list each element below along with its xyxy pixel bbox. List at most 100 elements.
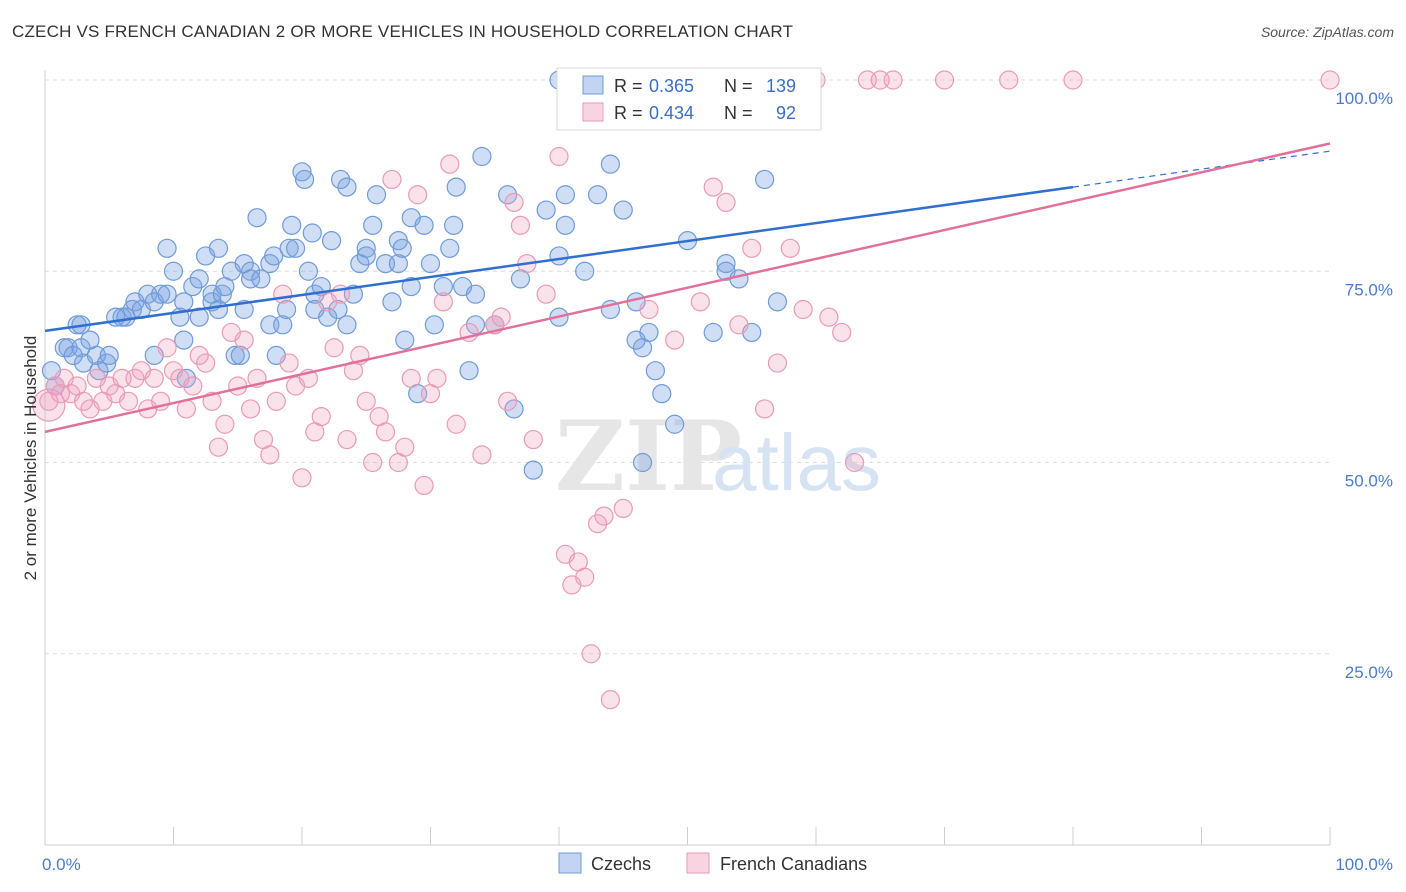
legend-r-label: R = [614, 76, 643, 96]
french-canadian-point [260, 445, 280, 465]
czech-point [729, 269, 749, 289]
czech-point [665, 414, 685, 434]
french-canadian-point [999, 70, 1019, 90]
czech-point [356, 238, 376, 258]
french-canadian-point [183, 376, 203, 396]
czech-point [424, 315, 444, 335]
source-label: Source: ZipAtlas.com [1260, 24, 1394, 40]
french-canadian-point [73, 391, 94, 411]
french-canadian-point [754, 399, 775, 419]
czech-point [459, 361, 479, 381]
french-canadian-point [395, 437, 415, 457]
czech-point [555, 185, 576, 205]
french-canadian-point [498, 391, 518, 411]
legend-r-value: 0.365 [649, 76, 694, 96]
czech-point [298, 261, 319, 281]
french-canadian-point [523, 429, 543, 450]
french-canadian-point [690, 292, 710, 312]
french-canadian-point [581, 644, 601, 664]
bottom-legend-swatch-czechs [558, 852, 582, 874]
trend-lines [44, 142, 1331, 434]
french-canadian-point [427, 368, 447, 388]
french-canadian-point [510, 215, 531, 235]
french-canadian-point [292, 468, 312, 488]
czech-point [279, 238, 299, 258]
french-canadian-point [401, 368, 421, 388]
french-canadian-point [1063, 70, 1083, 90]
czech-point [754, 169, 775, 190]
czech-point [241, 269, 261, 289]
czech-point [63, 345, 83, 365]
french-canadian-point [118, 391, 139, 411]
french-canadian-point [793, 299, 813, 320]
french-canadian-point [594, 506, 614, 526]
czech-point [645, 361, 665, 381]
french-canadian-point [202, 391, 222, 411]
legend-box [556, 67, 822, 131]
french-canadian-point [491, 307, 511, 327]
czech-point [555, 215, 576, 235]
czech-point [498, 185, 518, 205]
french-canadian-point [883, 70, 903, 90]
czech-point [536, 200, 556, 220]
french-canadian-point [716, 192, 736, 212]
czech-point [330, 169, 351, 190]
x-tick-label: 100.0% [1335, 855, 1393, 874]
french-canadian-point [536, 284, 556, 304]
czech-trend-line [44, 185, 1074, 333]
czech-point [189, 269, 209, 289]
czech-point [465, 284, 486, 304]
french-canadian-point [613, 498, 633, 518]
french-canadian-point [408, 185, 428, 205]
french-canadian-point [311, 407, 331, 427]
french-canadian-point [780, 238, 800, 258]
french-canadian-point [472, 445, 492, 465]
french-canadian-point [375, 422, 396, 442]
czech-point [230, 345, 250, 365]
french-canadian-point [446, 414, 466, 434]
czech-point [356, 246, 376, 266]
french-canadian-point [934, 70, 955, 90]
french-canadian-point [356, 391, 376, 411]
czech-point [276, 299, 297, 320]
czech-point [444, 215, 464, 235]
czech-point [504, 399, 524, 419]
czech-point [767, 292, 788, 312]
legend-n-label: N = [724, 76, 753, 96]
czech-point [613, 200, 633, 220]
czech-point [600, 154, 621, 174]
french-canadian-point [703, 177, 723, 197]
french-canadian-point [215, 414, 235, 434]
x-tick-label: 0.0% [42, 855, 81, 874]
czech-point [363, 215, 383, 235]
czech-point [337, 315, 357, 335]
french-canadian-point [665, 330, 685, 350]
axes [44, 70, 1331, 846]
french-canadian-point [266, 391, 286, 411]
gridlines [45, 79, 1330, 655]
y-tick-label: 50.0% [1345, 472, 1393, 491]
czech-point [401, 276, 421, 297]
tick-labels: 25.0% 50.0% 75.0% 100.0% 0.0% 100.0% 2 or more… [21, 89, 1393, 874]
french-canadian-point [600, 690, 621, 710]
czech-point [382, 292, 402, 312]
czech-point [420, 254, 441, 274]
bottom-legend: Czechs French Canadians [558, 852, 867, 874]
czech-point [392, 238, 412, 258]
czech-point [440, 238, 460, 258]
czech-point [639, 322, 659, 343]
czech-point [247, 208, 267, 228]
french-canadian-point [144, 368, 164, 388]
y-tick-label: 75.0% [1345, 280, 1393, 299]
french-canadian-point [234, 330, 254, 350]
czech-trend-extension [1072, 150, 1331, 188]
czech-point [183, 276, 203, 297]
czech-point [282, 215, 302, 235]
czech-point [264, 246, 284, 266]
french-canadian-trend-line [44, 142, 1331, 434]
legend-n-value: 92 [776, 103, 796, 123]
bottom-legend-swatch-french-canadians [686, 852, 710, 874]
french-canadian-point [440, 154, 460, 174]
french-canadian-point [549, 146, 569, 167]
czech-point [208, 238, 229, 258]
